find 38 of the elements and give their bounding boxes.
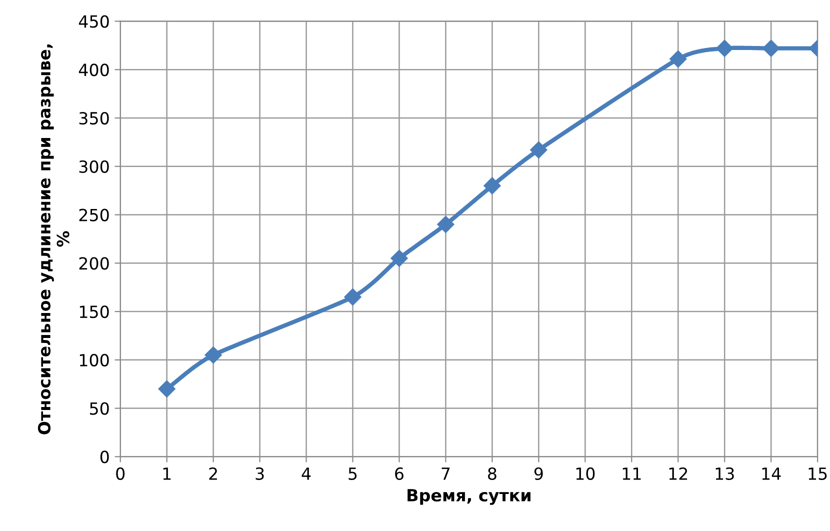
x-tick-label: 14	[762, 468, 781, 480]
point	[390, 250, 408, 267]
y-tick-label: 250	[79, 208, 109, 222]
point	[437, 216, 454, 233]
y-tick-label: 400	[78, 64, 109, 76]
y-tick-label: 450	[78, 15, 109, 28]
point	[670, 50, 687, 68]
y-tick-label: 150	[80, 305, 109, 318]
x-tick-label: 6	[395, 467, 404, 480]
x-tick-label: 7	[442, 468, 450, 480]
x-tick-label: 9	[534, 467, 543, 480]
y-tick-label: 300	[79, 160, 109, 173]
x-axis-title: Время, сутки	[408, 489, 530, 505]
point	[530, 141, 548, 158]
y-tick-label: 200	[79, 257, 109, 270]
x-tick-label: 8	[488, 467, 496, 480]
x-tick-label: 4	[302, 468, 311, 480]
x-tick-label: 15	[808, 468, 827, 480]
y-axis-title: Относительное удлинение при разрыве, %	[38, 44, 70, 434]
x-tick-label: 11	[622, 468, 641, 480]
x-tick-label: 12	[669, 467, 688, 480]
y-tick-label: 0	[100, 450, 109, 464]
y-tick-label: 100	[80, 354, 109, 366]
x-tick-label: 0	[116, 467, 125, 480]
x-tick-label: 3	[256, 467, 264, 480]
point	[204, 346, 222, 364]
x-tick-label: 10	[576, 467, 595, 480]
y-tick-label: 50	[90, 402, 109, 415]
x-tick-label: 1	[163, 468, 171, 480]
point	[158, 380, 176, 398]
point	[762, 40, 780, 57]
y-tick-label: 350	[79, 112, 109, 125]
x-tick-label: 5	[348, 468, 357, 480]
point	[344, 288, 362, 306]
point	[484, 177, 501, 194]
x-tick-label: 2	[209, 467, 217, 480]
x-tick-label: 13	[716, 467, 734, 480]
point	[716, 40, 734, 57]
